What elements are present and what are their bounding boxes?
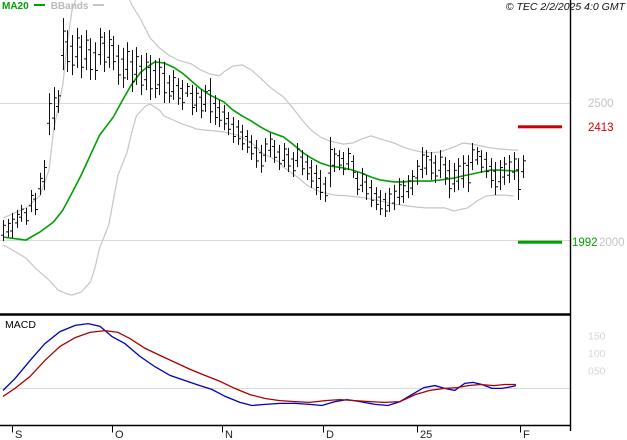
copyright-text: © TEC 2/2/2025 4:0 GMT bbox=[505, 1, 625, 13]
price-scale-label-2000: 2000 bbox=[599, 237, 625, 249]
ma20-legend-dash-icon bbox=[33, 4, 45, 7]
ma20-line bbox=[2, 61, 519, 241]
marker-line-1992 bbox=[518, 240, 562, 244]
macd-scale-label-050: 050 bbox=[588, 366, 606, 378]
x-axis-label-O: O bbox=[115, 429, 124, 440]
x-axis-label-25: 25 bbox=[420, 429, 432, 440]
ohlc-bars bbox=[1, 18, 526, 242]
macd-macd-line bbox=[2, 322, 517, 407]
price-scale-label-2500: 2500 bbox=[588, 98, 614, 110]
macd-panel-label: MACD bbox=[5, 319, 36, 331]
price-scale-label-1992: 1992 bbox=[572, 237, 598, 249]
ma20-legend-label: MA20 bbox=[2, 1, 29, 12]
x-axis-label-S: S bbox=[15, 429, 22, 440]
macd-lines bbox=[2, 322, 517, 407]
bollinger-upper-band-line bbox=[2, 0, 519, 219]
x-axis-label-F: F bbox=[523, 429, 530, 440]
overlays bbox=[2, 0, 519, 296]
x-axis-label-D: D bbox=[326, 429, 334, 440]
macd-scale-label-100: 100 bbox=[588, 348, 606, 360]
price-scale-label-2413: 2413 bbox=[588, 122, 614, 134]
marker-line-2413 bbox=[518, 125, 562, 129]
bbands-legend-dash-icon bbox=[93, 4, 105, 7]
x-axis-label-N: N bbox=[225, 429, 233, 440]
bbands-legend-label: BBands bbox=[50, 1, 89, 12]
legend: MA20 BBands bbox=[2, 0, 110, 13]
macd-scale-label-150: 150 bbox=[588, 331, 606, 343]
macd-signal-line bbox=[2, 329, 516, 404]
bollinger-lower-band-line bbox=[2, 103, 514, 296]
